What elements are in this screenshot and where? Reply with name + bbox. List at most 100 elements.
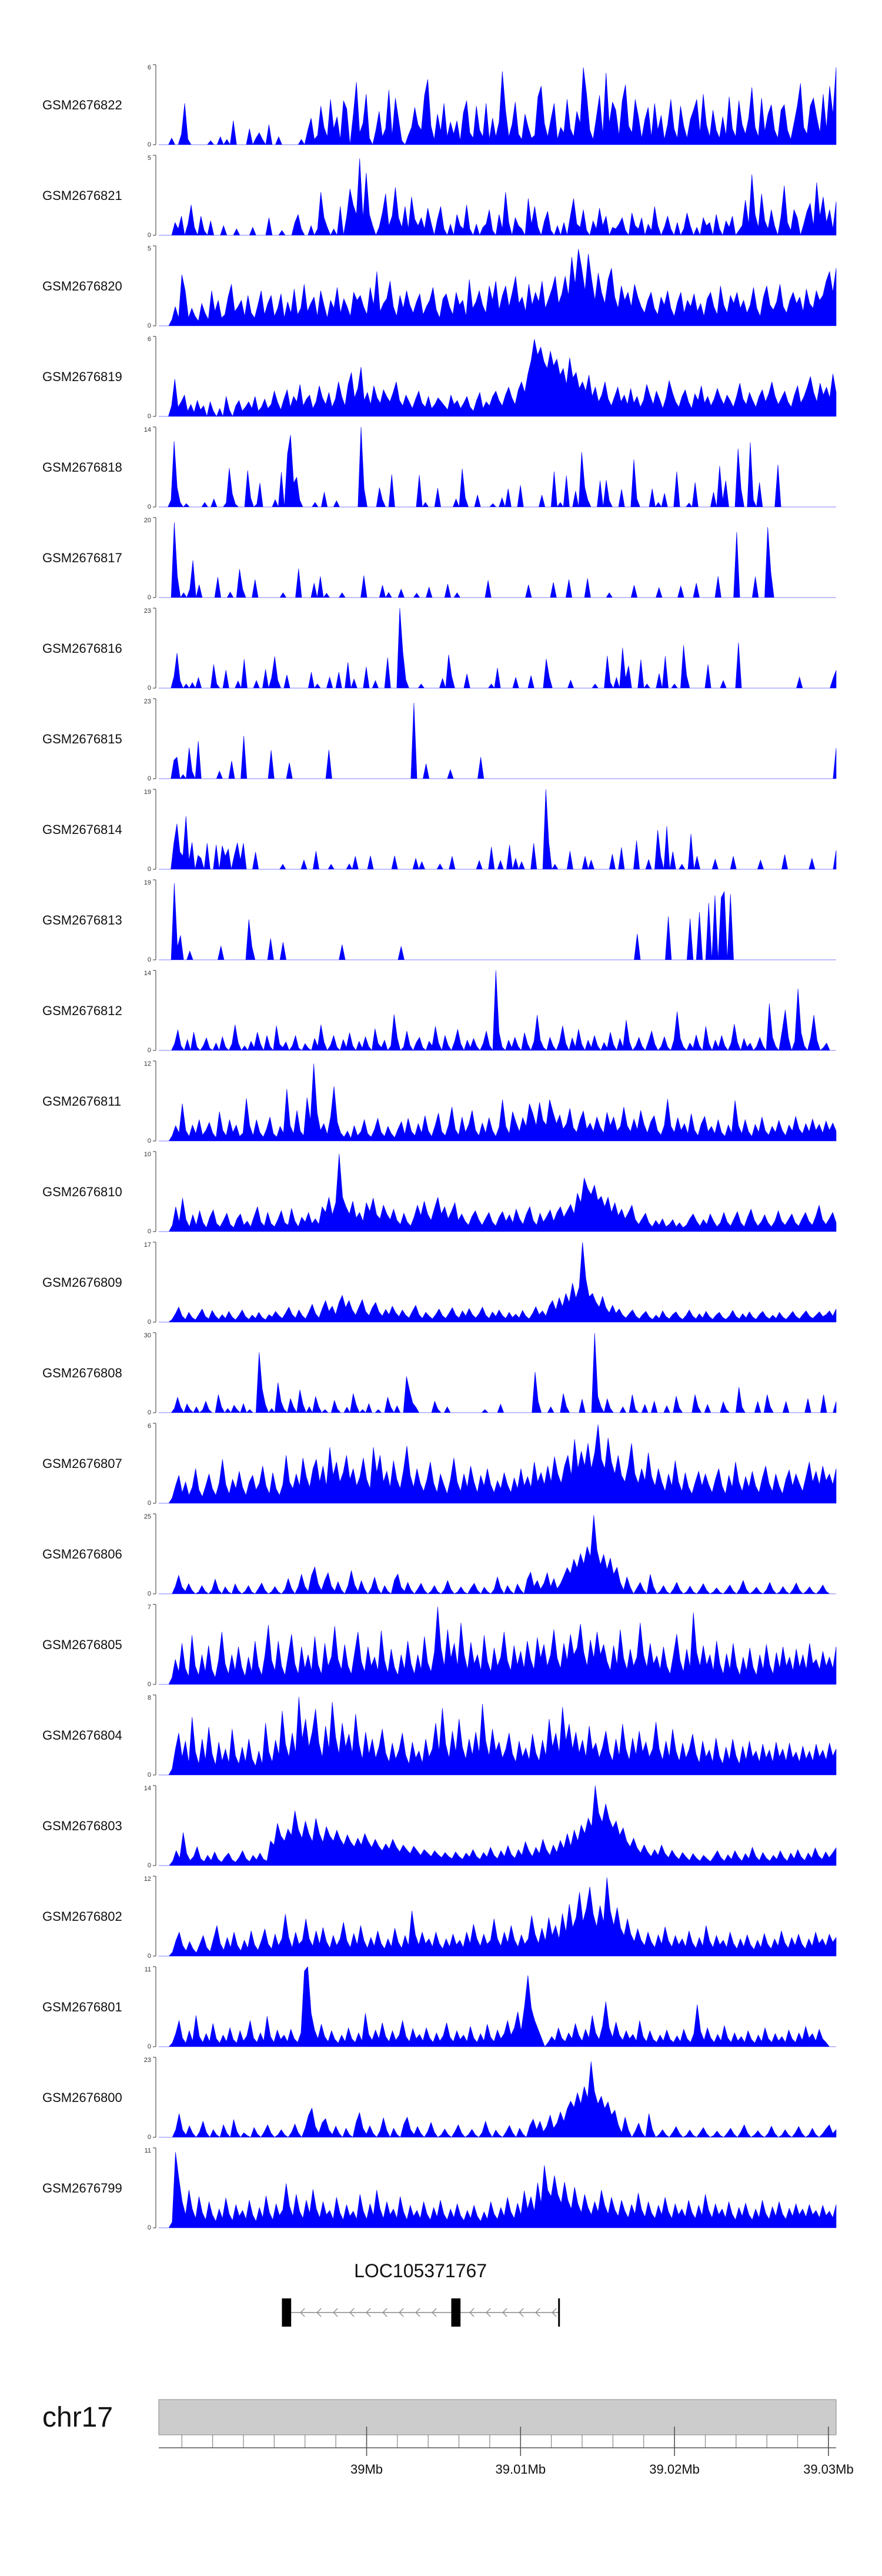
track-label: GSM2676813 [42, 913, 122, 927]
track-ymin-label: 0 [148, 1590, 151, 1597]
gene-strand-arrows [300, 2308, 557, 2317]
track: GSM2676803 14 0 [42, 1785, 837, 1869]
track-ymax-label: 12 [144, 1876, 151, 1883]
track-signal-area [159, 1697, 837, 1776]
track-ymin-label: 0 [148, 956, 151, 963]
track-label: GSM2676814 [42, 822, 122, 837]
track: GSM2676807 6 0 [42, 1423, 837, 1507]
track-ymin-label: 0 [148, 1771, 151, 1778]
track-label: GSM2676822 [42, 98, 122, 112]
track-label: GSM2676820 [42, 279, 122, 293]
track-ymin-label: 0 [148, 503, 151, 510]
track-ymax-label: 6 [148, 1423, 151, 1430]
strand-arrow-icon [486, 2308, 491, 2317]
track-label: GSM2676816 [42, 641, 122, 656]
track-signal-area [159, 789, 837, 870]
axis-minor-ticks [181, 2435, 829, 2448]
track-ymax-label: 7 [148, 1604, 151, 1611]
track-ymin-label: 0 [148, 1137, 151, 1144]
track-label: GSM2676812 [42, 1003, 122, 1018]
axis-tick-label: 39.01Mb [495, 2462, 546, 2477]
track: GSM2676801 11 0 [42, 1966, 836, 2050]
track-ymax-label: 11 [145, 1966, 151, 1973]
track-label: GSM2676799 [42, 2181, 122, 2195]
track-ymin-label: 0 [148, 322, 151, 329]
track-ymax-label: 14 [144, 426, 151, 433]
strand-arrow-icon [349, 2308, 355, 2317]
strand-arrow-icon [519, 2308, 524, 2317]
track-label: GSM2676808 [42, 1366, 122, 1380]
track-signal-area [159, 1333, 837, 1413]
track: GSM2676802 12 0 [42, 1876, 837, 1960]
track-label: GSM2676801 [42, 2000, 122, 2014]
track-ymax-label: 5 [148, 155, 151, 162]
axis-tick-label: 39Mb [350, 2462, 383, 2477]
track-label: GSM2676802 [42, 1909, 122, 1924]
track-ymin-label: 0 [148, 1953, 151, 1960]
track-signal-area [159, 1966, 836, 2047]
track: GSM2676805 7 0 [42, 1604, 837, 1688]
track-signal-area [159, 158, 837, 236]
strand-arrow-icon [552, 2308, 557, 2317]
track-ymax-label: 14 [144, 1785, 151, 1792]
track: GSM2676811 12 0 [42, 1060, 837, 1144]
track-signal-area [159, 970, 836, 1052]
track-signal-area [159, 249, 837, 326]
track: GSM2676806 25 0 [42, 1513, 836, 1597]
track-ymax-label: 12 [144, 1060, 151, 1067]
track-ymin-label: 0 [148, 594, 151, 601]
track: GSM2676810 10 0 [42, 1151, 837, 1235]
track-ymin-label: 0 [148, 232, 151, 239]
axis-major-ticks: 39Mb 39.01Mb 39.02Mb 39.03Mb [350, 2427, 854, 2477]
track: GSM2676813 19 0 [42, 879, 836, 963]
track-ymin-label: 0 [148, 413, 151, 420]
track-ymin-label: 0 [148, 2043, 151, 2050]
track-ymax-label: 10 [144, 1151, 151, 1158]
track: GSM2676809 17 0 [42, 1242, 837, 1326]
track-signal-area [159, 67, 837, 145]
axis-tick-label: 39.02Mb [649, 2462, 700, 2477]
track-signal-area [159, 608, 837, 689]
track: GSM2676819 6 0 [42, 336, 837, 420]
strand-arrow-icon [382, 2308, 387, 2317]
strand-arrow-icon [415, 2308, 420, 2317]
track-ymax-label: 30 [144, 1332, 151, 1339]
track-signal-area [159, 426, 836, 508]
signal-tracks: GSM267682260GSM267682150GSM267682050GSM2… [42, 64, 837, 2231]
track-ymin-label: 0 [148, 1500, 151, 1507]
track: GSM2676815 23 0 [42, 698, 837, 782]
track-ymax-label: 6 [148, 64, 151, 71]
chromosome-ideogram [158, 2399, 837, 2435]
strand-arrow-icon [469, 2308, 475, 2317]
track: GSM2676808 30 0 [42, 1332, 837, 1416]
track-signal-area [159, 1063, 837, 1142]
track-label: GSM2676800 [42, 2090, 122, 2105]
track-signal-area [159, 883, 836, 960]
track-label: GSM2676803 [42, 1818, 122, 1833]
track: GSM2676814 19 0 [42, 789, 837, 873]
track-signal-area [159, 1515, 836, 1594]
track-label: GSM2676818 [42, 460, 122, 475]
track-ymin-label: 0 [148, 2224, 151, 2231]
strand-arrow-icon [316, 2308, 322, 2317]
track-label: GSM2676810 [42, 1184, 122, 1199]
track-ymin-label: 0 [148, 1319, 151, 1326]
track-ymin-label: 0 [148, 866, 151, 873]
track-ymin-label: 0 [148, 1862, 151, 1869]
track-ymax-label: 23 [144, 2057, 151, 2064]
strand-arrow-icon [300, 2308, 305, 2317]
track: GSM2676822 6 0 [42, 64, 837, 148]
track-signal-area [159, 1242, 837, 1323]
track: GSM2676799 11 0 [42, 2147, 837, 2231]
track-ymin-label: 0 [148, 1681, 151, 1688]
track-signal-area [159, 2152, 837, 2228]
gene-label: LOC105371767 [354, 2260, 487, 2281]
track: GSM2676821 5 0 [42, 155, 837, 239]
track-label: GSM2676815 [42, 732, 122, 746]
strand-arrow-icon [333, 2308, 338, 2317]
track-ymax-label: 23 [144, 608, 151, 615]
track: GSM2676816 23 0 [42, 608, 837, 692]
axis-tick-label: 39.03Mb [803, 2462, 854, 2477]
track-signal-area [159, 1785, 837, 1866]
track-ymax-label: 6 [148, 336, 151, 343]
